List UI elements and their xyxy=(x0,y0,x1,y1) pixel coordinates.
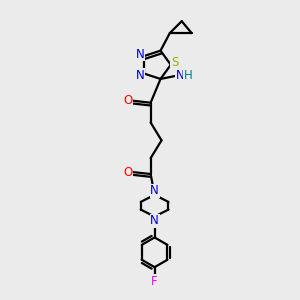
Text: N: N xyxy=(150,184,159,197)
Text: O: O xyxy=(123,166,133,178)
Text: N: N xyxy=(150,214,159,227)
Text: S: S xyxy=(171,56,178,69)
Text: H: H xyxy=(184,70,192,83)
Text: F: F xyxy=(151,274,158,287)
Text: N: N xyxy=(136,48,144,61)
Text: N: N xyxy=(136,69,144,82)
Text: N: N xyxy=(176,70,185,83)
Text: O: O xyxy=(123,94,133,107)
